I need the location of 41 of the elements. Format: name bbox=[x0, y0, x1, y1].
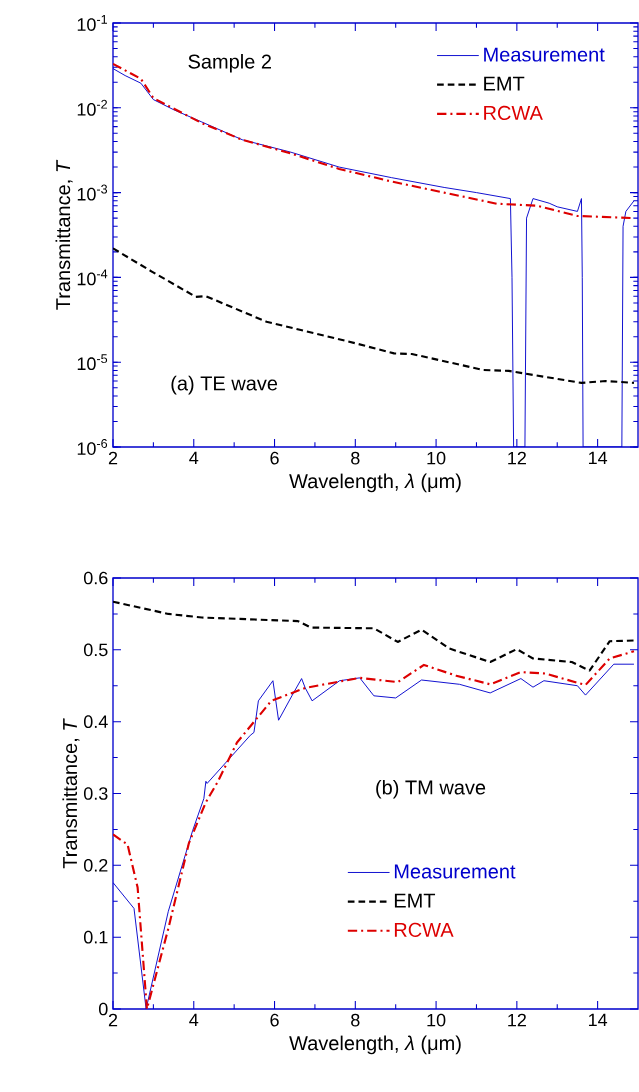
x-tick-label: 8 bbox=[351, 451, 360, 465]
legend-label: Measurement bbox=[394, 864, 516, 879]
legend-label: Measurement bbox=[484, 47, 605, 62]
legend-label: RCWA bbox=[484, 105, 543, 121]
legend-label: RCWA bbox=[394, 922, 454, 937]
x-tick-label: 4 bbox=[189, 451, 199, 465]
y-tick-label: 0 bbox=[98, 1002, 108, 1016]
line-series bbox=[113, 600, 636, 672]
legend-label: EMT bbox=[394, 893, 436, 908]
x-tick-label: 14 bbox=[588, 1013, 608, 1027]
y-tick-label: 10$^{-6}$ bbox=[77, 439, 108, 455]
x-tick-label: 14 bbox=[588, 451, 608, 465]
x-tick-label: 12 bbox=[508, 451, 526, 465]
y-tick-label: 10$^{-4}$ bbox=[77, 269, 108, 286]
y-tick-label: 10$^{-5}$ bbox=[77, 354, 108, 371]
x-tick-label: 6 bbox=[270, 1013, 279, 1027]
x-tick-label: 2 bbox=[108, 1013, 118, 1027]
y-tick-label: 0.4 bbox=[83, 715, 108, 729]
x-tick-label: 6 bbox=[270, 451, 279, 465]
y-tick-label: 10$^{-1}$ bbox=[77, 15, 108, 31]
y-axis-title: Transmittance, T bbox=[62, 718, 80, 869]
x-tick-label: 10 bbox=[427, 1013, 446, 1027]
y-tick-label: 0.6 bbox=[83, 571, 108, 585]
annotation: (a) TE wave bbox=[171, 375, 278, 395]
y-tick-label: 0.1 bbox=[83, 930, 108, 944]
x-tick-label: 10 bbox=[427, 451, 446, 465]
y-tick-label: 10$^{-3}$ bbox=[77, 184, 108, 201]
legend-label: EMT bbox=[484, 76, 525, 91]
x-tick-label: 4 bbox=[189, 1013, 199, 1027]
x-tick-label: 2 bbox=[108, 451, 118, 465]
x-axis-title: Wavelength, λ (μm) bbox=[289, 1035, 461, 1055]
y-tick-label: 0.2 bbox=[83, 858, 108, 872]
y-tick-label: 10$^{-2}$ bbox=[77, 99, 107, 116]
x-tick-label: 8 bbox=[351, 1013, 360, 1027]
x-axis-title: Wavelength, λ (μm) bbox=[289, 473, 461, 493]
y-axis-title: Transmittance, T bbox=[55, 159, 73, 310]
x-tick-label: 12 bbox=[508, 1013, 526, 1027]
y-tick-label: 0.5 bbox=[83, 643, 108, 657]
annotation: Sample 2 bbox=[188, 53, 271, 73]
annotation: (b) TM wave bbox=[376, 779, 486, 799]
y-tick-label: 0.3 bbox=[83, 787, 108, 800]
